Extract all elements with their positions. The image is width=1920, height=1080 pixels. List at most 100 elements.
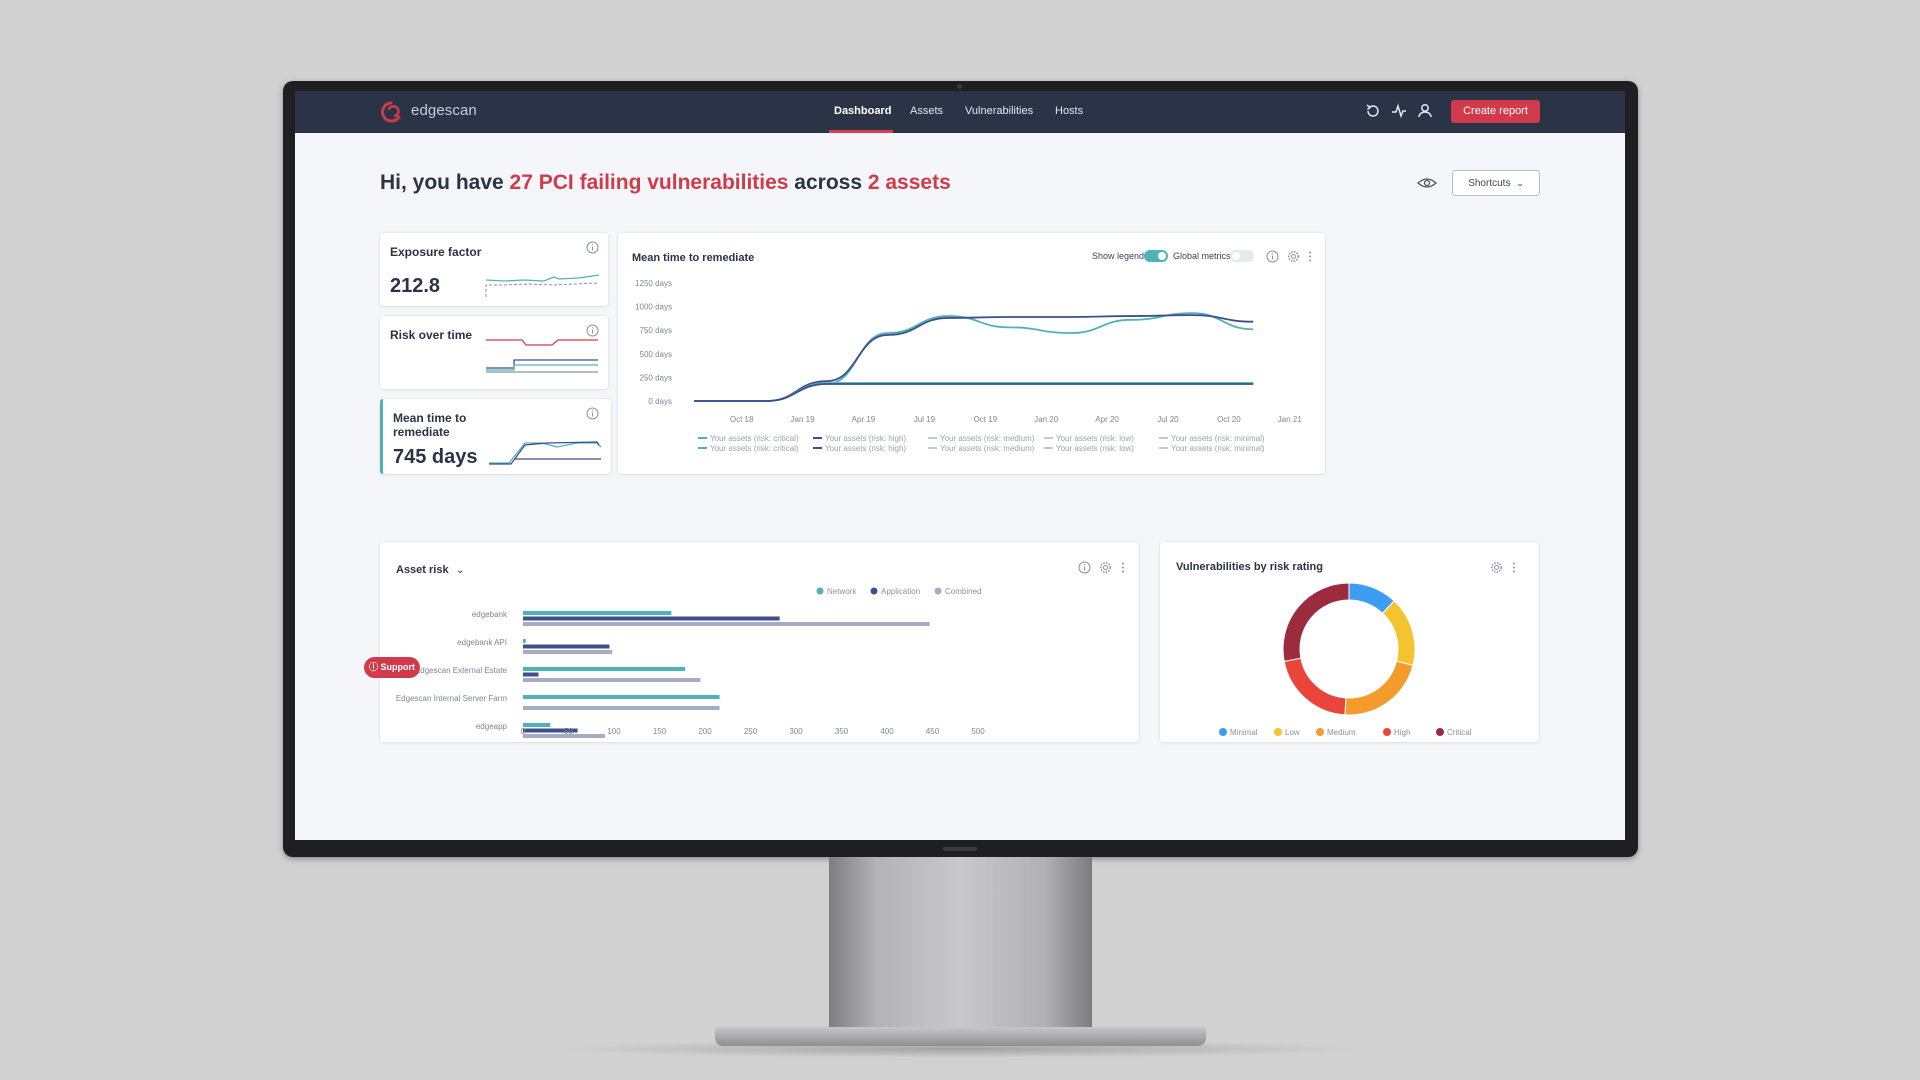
asset-risk-card: Asset risk ⌄ Network Application Combined e… bbox=[380, 542, 1139, 742]
create-report-button[interactable]: Create report bbox=[1451, 100, 1540, 123]
more-options-icon[interactable] bbox=[1120, 561, 1126, 574]
x-tick-label: 350 bbox=[835, 727, 849, 736]
series-line-0 bbox=[694, 312, 1254, 402]
y-tick-label: 0 days bbox=[648, 397, 672, 406]
x-tick-label: Jul 19 bbox=[914, 415, 936, 424]
bar-combined bbox=[523, 734, 605, 738]
x-tick-label: Oct 19 bbox=[973, 415, 997, 424]
x-tick-label: Jan 21 bbox=[1278, 415, 1303, 424]
legend-label: Combined bbox=[945, 587, 981, 596]
top-nav: edgescan Dashboard Assets Vulnerabilitie… bbox=[295, 91, 1625, 133]
global-metrics-label: Global metrics bbox=[1173, 251, 1231, 261]
legend-label: Your assets (risk: low) bbox=[1056, 444, 1134, 453]
x-tick-label: 100 bbox=[607, 727, 621, 736]
gear-icon[interactable] bbox=[1099, 561, 1112, 574]
series-line-3 bbox=[694, 383, 1254, 402]
support-button[interactable]: ⓘ Support bbox=[364, 657, 420, 678]
user-icon[interactable] bbox=[1415, 101, 1435, 121]
monitor-stand-base bbox=[715, 1027, 1206, 1046]
bar-application bbox=[523, 616, 780, 621]
exposure-factor-card[interactable]: Exposure factor 212.8 bbox=[380, 233, 608, 306]
info-icon[interactable] bbox=[1078, 561, 1091, 574]
bar-network bbox=[523, 639, 526, 643]
y-tick-label: 1250 days bbox=[635, 279, 672, 288]
legend-label: Your assets (risk: medium) bbox=[940, 434, 1035, 443]
x-tick-label: 300 bbox=[789, 727, 803, 736]
x-tick-label: 250 bbox=[744, 727, 758, 736]
tab-assets[interactable]: Assets bbox=[910, 105, 944, 117]
exposure-value: 212.8 bbox=[390, 275, 441, 297]
x-tick-label: Oct 18 bbox=[730, 415, 754, 424]
eye-icon[interactable] bbox=[1417, 175, 1437, 191]
mttr-chart-card: Mean time to remediate Show legend Globa… bbox=[618, 233, 1325, 474]
more-options-icon[interactable] bbox=[1307, 250, 1313, 263]
info-icon[interactable] bbox=[586, 324, 599, 337]
shortcuts-dropdown[interactable]: Shortcuts ⌄ bbox=[1452, 170, 1540, 196]
risk-over-time-card[interactable]: Risk over time bbox=[380, 316, 608, 389]
series-line-2 bbox=[694, 382, 1254, 402]
legend-label: High bbox=[1394, 728, 1410, 737]
category-label: edgeapp bbox=[476, 722, 508, 731]
donut-slice-critical bbox=[1282, 582, 1350, 662]
bar-combined bbox=[523, 706, 720, 710]
x-tick-label: Jan 19 bbox=[791, 415, 816, 424]
tab-dashboard[interactable]: Dashboard bbox=[834, 105, 892, 117]
gear-icon[interactable] bbox=[1490, 561, 1503, 574]
asset-count[interactable]: 2 assets bbox=[867, 171, 951, 194]
tab-hosts[interactable]: Hosts bbox=[1055, 105, 1084, 117]
bar-network bbox=[523, 667, 685, 671]
info-icon[interactable] bbox=[586, 407, 599, 420]
legend-label: Your assets (risk: high) bbox=[825, 444, 906, 453]
series-line-1 bbox=[694, 314, 1254, 402]
global-metrics-toggle[interactable] bbox=[1230, 250, 1254, 262]
legend-label: Your assets (risk: low) bbox=[1056, 434, 1134, 443]
x-tick-label: 200 bbox=[698, 727, 712, 736]
card-title: Risk over time bbox=[390, 328, 473, 342]
legend-label: Your assets (risk: minimal) bbox=[1171, 444, 1265, 453]
legend-label: Application bbox=[881, 587, 920, 596]
x-tick-label: Jan 20 bbox=[1034, 415, 1059, 424]
greeting-prefix: Hi, you have bbox=[380, 171, 510, 194]
legend-label: Critical bbox=[1447, 728, 1472, 737]
category-label: edgebank bbox=[472, 610, 508, 619]
legend-label: Minimal bbox=[1230, 728, 1258, 737]
y-tick-label: 500 days bbox=[640, 350, 672, 359]
gear-icon[interactable] bbox=[1287, 250, 1300, 263]
mttr-sparkline bbox=[489, 441, 602, 465]
info-icon[interactable] bbox=[586, 241, 599, 254]
mttr-value: 745 days bbox=[393, 446, 478, 468]
bar-network bbox=[523, 695, 720, 699]
donut-slice-high bbox=[1283, 657, 1347, 716]
greeting-middle: across bbox=[788, 171, 868, 194]
exposure-sparkline bbox=[485, 274, 600, 297]
mttr-summary-card[interactable]: Mean time to remediate 745 days bbox=[380, 399, 611, 474]
edgescan-logo-icon[interactable] bbox=[379, 101, 405, 123]
activity-icon[interactable] bbox=[1389, 101, 1409, 121]
support-label: Support bbox=[380, 662, 416, 672]
legend-label: Medium bbox=[1327, 728, 1356, 737]
legend-dot bbox=[934, 587, 942, 595]
legend-dot bbox=[1436, 728, 1444, 736]
bar-application bbox=[523, 644, 610, 649]
card-title: Mean time to remediate bbox=[393, 411, 467, 439]
show-legend-toggle[interactable] bbox=[1144, 250, 1168, 262]
legend-dot bbox=[1219, 728, 1227, 736]
asset-risk-dropdown[interactable]: Asset risk ⌄ bbox=[396, 560, 464, 578]
x-tick-label: 150 bbox=[653, 727, 667, 736]
x-tick-label: Apr 19 bbox=[852, 415, 876, 424]
card-title: Exposure factor bbox=[390, 245, 482, 259]
webcam bbox=[957, 84, 962, 89]
y-tick-label: 750 days bbox=[640, 326, 672, 335]
help-icon: ⓘ bbox=[368, 662, 378, 672]
mttr-line-chart: 1250 days 1000 days 750 days 500 days 250 da… bbox=[635, 279, 1303, 453]
x-tick-label: 500 bbox=[971, 727, 985, 736]
info-icon[interactable] bbox=[1266, 250, 1279, 263]
x-tick-label: Oct 20 bbox=[1217, 415, 1241, 424]
more-options-icon[interactable] bbox=[1511, 561, 1517, 574]
refresh-icon[interactable] bbox=[1363, 101, 1383, 121]
pci-vuln-count[interactable]: 27 PCI failing vulnerabilities bbox=[509, 171, 789, 194]
asset-risk-bar-chart: Network Application Combined edgebank edgeba… bbox=[396, 587, 985, 738]
tab-vulnerabilities[interactable]: Vulnerabilities bbox=[965, 105, 1034, 117]
legend-dot bbox=[1383, 728, 1391, 736]
bar-application bbox=[523, 672, 539, 677]
